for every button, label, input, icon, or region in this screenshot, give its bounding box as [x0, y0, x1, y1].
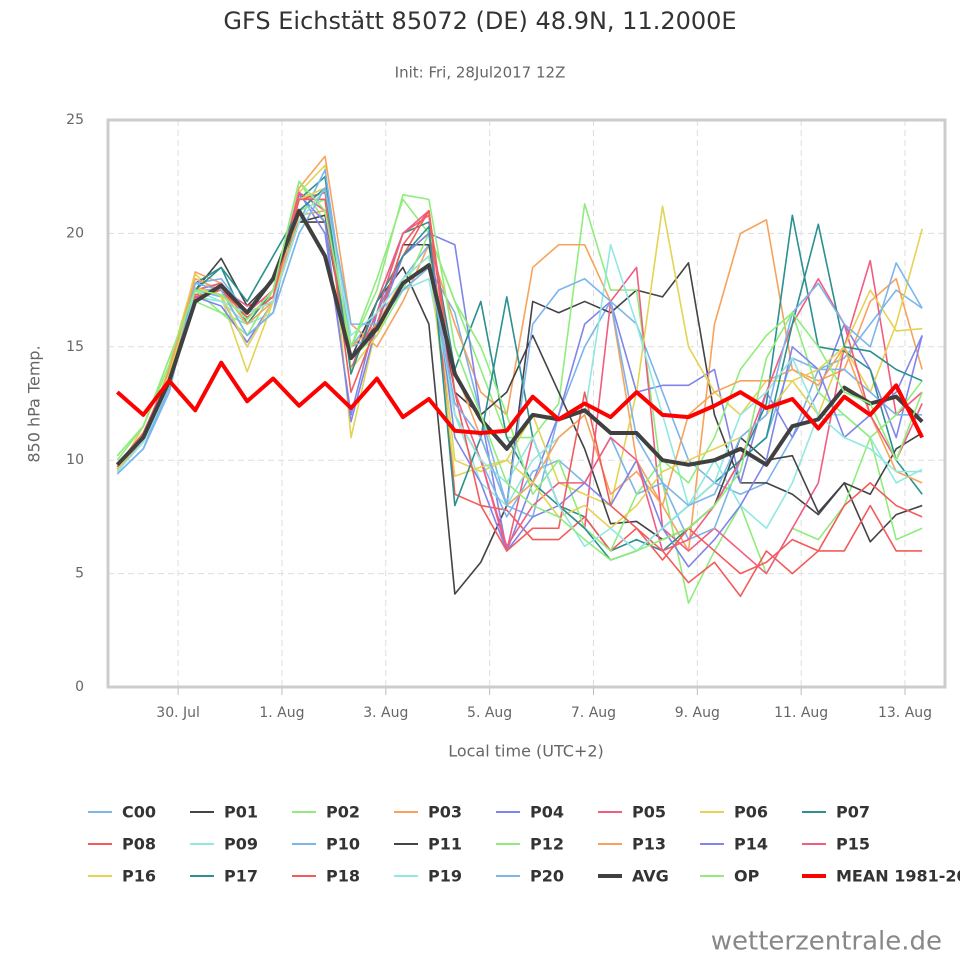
- y-axis-label: 850 hPa Temp.: [25, 345, 44, 462]
- legend-label: P04: [530, 803, 564, 822]
- x-tick-label: 5. Aug: [467, 705, 512, 721]
- series-line: [116, 187, 923, 552]
- legend-label: P09: [224, 835, 258, 854]
- legend-label: AVG: [632, 867, 669, 886]
- legend-label: P19: [428, 867, 462, 886]
- x-tick-label: 11. Aug: [774, 705, 828, 721]
- x-tick-label: 30. Jul: [156, 705, 200, 721]
- y-tick-label: 10: [66, 452, 84, 468]
- y-tick-label: 25: [66, 112, 84, 128]
- legend-label: P20: [530, 867, 564, 886]
- x-tick-label: 7. Aug: [571, 705, 616, 721]
- legend-label: P18: [326, 867, 360, 886]
- x-tick-label: 3. Aug: [363, 705, 408, 721]
- legend-label: MEAN 1981-2010: [836, 867, 960, 886]
- series-line: [116, 198, 923, 552]
- legend-label: P08: [122, 835, 156, 854]
- x-tick-label: 1. Aug: [259, 705, 304, 721]
- legend-label: C00: [122, 803, 156, 822]
- legend-label: P10: [326, 835, 360, 854]
- legend-label: P06: [734, 803, 768, 822]
- x-axis-label: Local time (UTC+2): [448, 742, 604, 761]
- series-line: [116, 187, 923, 530]
- legend-label: P11: [428, 835, 462, 854]
- legend-label: P12: [530, 835, 564, 854]
- legend-label: P02: [326, 803, 360, 822]
- legend-label: P01: [224, 803, 258, 822]
- legend-label: P13: [632, 835, 666, 854]
- y-tick-label: 20: [66, 225, 84, 241]
- legend-label: P15: [836, 835, 870, 854]
- series-line: [116, 164, 923, 507]
- legend-label: P07: [836, 803, 870, 822]
- y-tick-label: 0: [75, 679, 84, 695]
- chart-title: GFS Eichstätt 85072 (DE) 48.9N, 11.2000E: [223, 7, 736, 35]
- x-tick-label: 9. Aug: [675, 705, 720, 721]
- legend-label: P05: [632, 803, 666, 822]
- legend-label: P17: [224, 867, 258, 886]
- series-line: [116, 194, 923, 568]
- series-line: [116, 187, 923, 561]
- series-line: [116, 221, 923, 595]
- legend-label: P14: [734, 835, 768, 854]
- legend-label: P03: [428, 803, 462, 822]
- series-line: [116, 360, 924, 439]
- series-line: [116, 180, 923, 561]
- y-tick-label: 5: [75, 566, 84, 582]
- series-line: [115, 208, 924, 467]
- chart-subtitle: Init: Fri, 28Jul2017 12Z: [395, 64, 566, 82]
- legend-label: P16: [122, 867, 156, 886]
- x-tick-label: 13. Aug: [878, 705, 932, 721]
- legend-label: OP: [734, 867, 760, 886]
- source-watermark: wetterzentrale.de: [711, 927, 942, 957]
- plot-frame: [106, 118, 947, 689]
- series-line: [116, 187, 923, 530]
- y-tick-label: 15: [66, 339, 84, 355]
